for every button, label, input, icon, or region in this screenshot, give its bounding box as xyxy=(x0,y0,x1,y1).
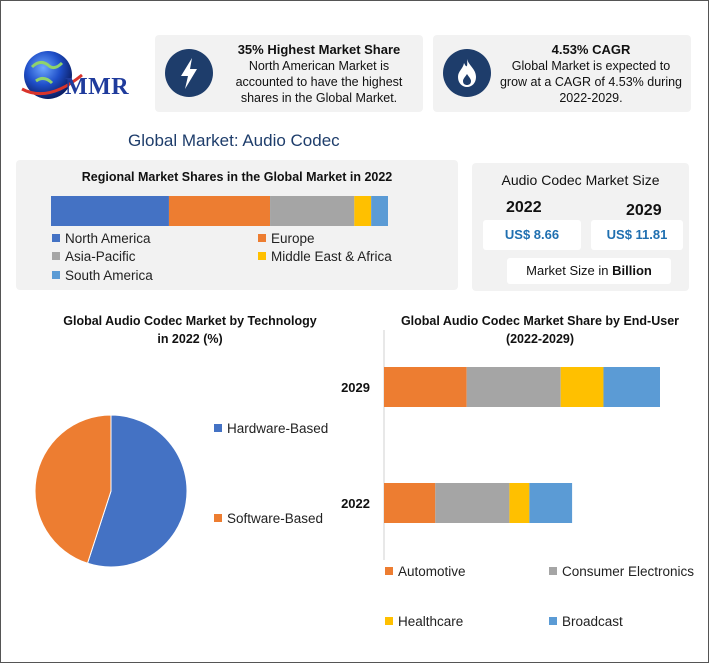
year-label: 2029 xyxy=(626,202,662,219)
legend-swatch xyxy=(52,234,60,243)
legend-label: Europe xyxy=(271,231,315,246)
legend-label: South America xyxy=(65,268,153,283)
category-label: 2022 xyxy=(341,496,370,511)
legend-swatch xyxy=(214,424,222,433)
regional-bar-chart xyxy=(51,196,388,226)
bar-segment xyxy=(354,196,372,226)
legend-item: Consumer Electronics xyxy=(549,564,694,579)
flame-icon xyxy=(443,49,491,97)
category-label: 2029 xyxy=(341,380,370,395)
regional-share-panel: Regional Market Shares in the Global Mar… xyxy=(16,160,458,290)
stat-line: 2022-2029. xyxy=(559,91,623,105)
legend-swatch xyxy=(549,617,557,626)
bar-segment xyxy=(51,196,169,226)
pie-slice xyxy=(86,414,188,568)
stat-line: accounted to have the highest xyxy=(235,75,403,89)
unit-bold: Billion xyxy=(612,263,652,278)
stat-title: 35% Highest Market Share xyxy=(237,42,401,57)
legend-item: South America xyxy=(52,268,153,283)
globe-icon xyxy=(21,51,83,99)
legend-item: Healthcare xyxy=(385,614,463,629)
bar-segment xyxy=(529,483,573,523)
legend-item: Broadcast xyxy=(549,614,623,629)
chart-title: Global Audio Codec Market Share by End-U… xyxy=(400,314,680,346)
legend-label: Healthcare xyxy=(398,614,464,629)
mmr-logo xyxy=(18,45,148,115)
legend-label: Broadcast xyxy=(562,614,623,629)
legend-label: Software-Based xyxy=(227,511,324,526)
chart-title: Regional Market Shares in the Global Mar… xyxy=(81,170,393,184)
stat-line: Global Market is expected to xyxy=(511,59,671,73)
unit-prefix: Market Size in xyxy=(526,263,613,278)
brand-name: MMR xyxy=(65,74,130,100)
bar-segment xyxy=(603,367,660,407)
legend-label: Hardware-Based xyxy=(227,421,329,436)
market-size-value: US$ 11.81 xyxy=(591,220,683,250)
legend-swatch xyxy=(258,252,266,261)
legend-item: Middle East & Africa xyxy=(258,249,392,264)
pie-slice xyxy=(34,414,112,564)
lightning-icon xyxy=(165,49,213,97)
stat-title: 4.53% CAGR xyxy=(551,42,631,57)
stat-line: shares in the Global Market. xyxy=(240,91,398,105)
technology-pie-chart xyxy=(34,414,188,568)
bar-segment xyxy=(435,483,510,523)
market-size-value: US$ 8.66 xyxy=(483,220,581,250)
market-size-title: Audio Codec Market Size xyxy=(501,172,660,188)
legend-swatch xyxy=(214,514,222,523)
bar-segment xyxy=(466,367,561,407)
legend-item: Automotive xyxy=(385,564,466,579)
legend-swatch xyxy=(385,567,393,576)
bar-segment xyxy=(371,196,388,226)
legend-swatch xyxy=(549,567,557,576)
end-user-bar-chart: 2029 2022 xyxy=(341,330,660,560)
market-size-unit: Market Size in Billion xyxy=(507,258,671,284)
legend-label: Asia-Pacific xyxy=(65,249,136,264)
bar-segment xyxy=(168,196,271,226)
legend-item: Software-Based xyxy=(214,511,323,526)
bar-segment xyxy=(560,367,604,407)
bar-segment xyxy=(270,196,355,226)
legend-swatch xyxy=(52,271,60,280)
legend-label: North America xyxy=(65,231,151,246)
legend-label: Consumer Electronics xyxy=(562,564,695,579)
legend-swatch xyxy=(52,252,60,261)
chart-title: Global Audio Codec Market by Technology i… xyxy=(63,314,317,346)
legend-item: Hardware-Based xyxy=(214,421,328,436)
legend-label: Middle East & Africa xyxy=(271,249,392,264)
bar-segment xyxy=(509,483,530,523)
stat-line: North American Market is xyxy=(248,59,390,73)
legend-item: Asia-Pacific xyxy=(52,249,136,264)
legend-item: Europe xyxy=(258,231,315,246)
year-label: 2022 xyxy=(506,199,542,216)
legend-swatch xyxy=(385,617,393,626)
legend-swatch xyxy=(258,234,266,243)
market-size-panel: Audio Codec Market Size 2022 2029 US$ 8.… xyxy=(472,163,689,291)
stat-line: grow at a CAGR of 4.53% during xyxy=(499,75,683,89)
bar-segment xyxy=(384,483,436,523)
bar-segment xyxy=(384,367,467,407)
legend-label: Automotive xyxy=(398,564,466,579)
stat-card-market-share: 35% Highest Market Share North American … xyxy=(155,35,423,112)
legend-item: North America xyxy=(52,231,151,246)
stat-card-cagr: 4.53% CAGR Global Market is expected to … xyxy=(433,35,691,112)
page-title: Global Market: Audio Codec xyxy=(128,131,340,150)
